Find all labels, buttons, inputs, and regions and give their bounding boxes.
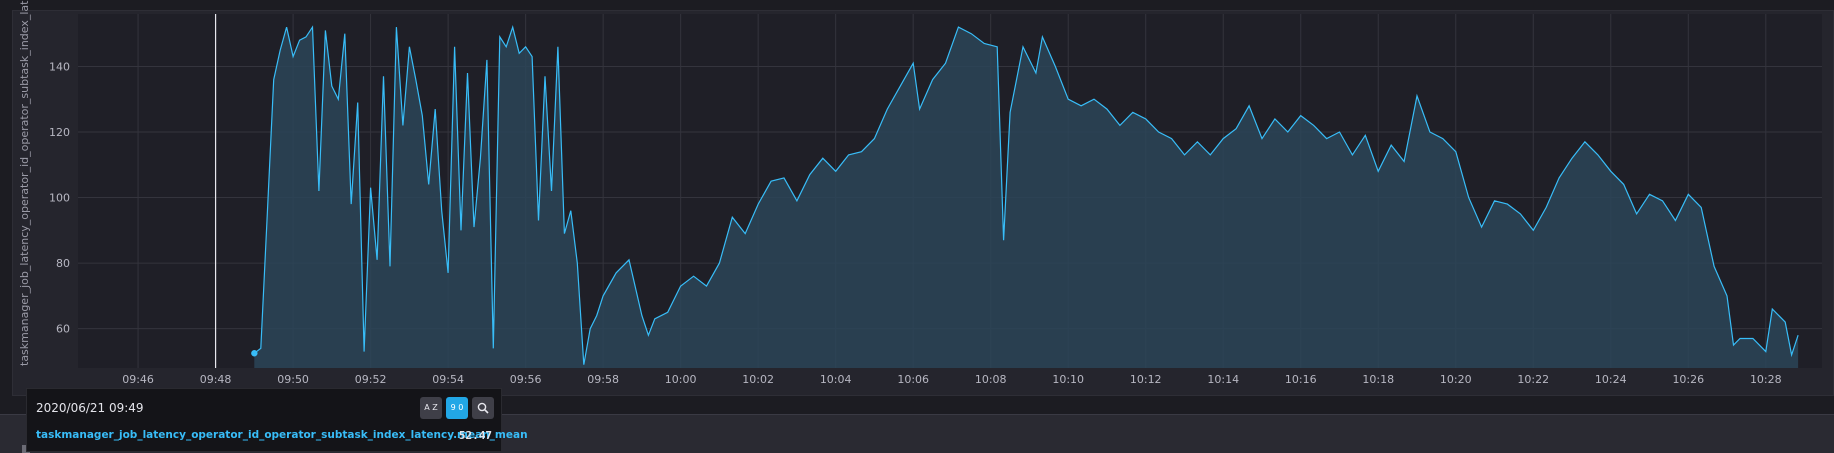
hover-point: [251, 350, 258, 357]
y-tick-label: 60: [56, 323, 70, 336]
x-tick-label: 09:56: [510, 373, 542, 386]
tooltip-series-value: 52.47: [458, 429, 492, 442]
x-tick-label: 10:16: [1285, 373, 1317, 386]
x-tick-label: 10:22: [1517, 373, 1549, 386]
x-tick-label: 10:08: [975, 373, 1007, 386]
x-tick-label: 10:10: [1052, 373, 1084, 386]
tooltip-time: 2020/06/21 09:49: [36, 401, 144, 415]
x-tick-label: 09:46: [122, 373, 154, 386]
x-tick-label: 10:02: [742, 373, 774, 386]
search-icon: [477, 402, 489, 414]
y-tick-label: 140: [49, 60, 70, 73]
x-tick-label: 10:04: [820, 373, 852, 386]
tooltip-series-name: taskmanager_job_latency_operator_id_oper…: [36, 429, 528, 441]
x-tick-label: 09:52: [355, 373, 387, 386]
x-tick-label: 10:00: [665, 373, 697, 386]
series-area-fill: [254, 27, 1799, 368]
sort-numeric-icon: 9 0: [450, 403, 464, 412]
y-tick-label: 100: [49, 192, 70, 205]
latency-chart[interactable]: 09:46 09:48 09:50 09:52 09:54 09:56 09:58 10:00…: [0, 0, 1834, 400]
x-tick-label: 10:18: [1362, 373, 1394, 386]
x-tick-label: 09:58: [587, 373, 619, 386]
x-tick-label: 10:24: [1595, 373, 1627, 386]
tooltip-search-button[interactable]: [472, 397, 494, 419]
chart-tooltip: 2020/06/21 09:49 A Z 9 0 taskmanager_job…: [26, 388, 528, 452]
x-tick-label: 10:28: [1750, 373, 1782, 386]
x-tick-label: 10:20: [1440, 373, 1472, 386]
sort-alphabetical-button[interactable]: A Z: [420, 397, 442, 419]
x-tick-label: 09:50: [277, 373, 309, 386]
x-tick-label: 10:06: [897, 373, 929, 386]
y-tick-label: 120: [49, 126, 70, 139]
sort-numeric-button[interactable]: 9 0: [446, 397, 468, 419]
x-tick-label: 10:26: [1672, 373, 1704, 386]
x-tick-label: 10:12: [1130, 373, 1162, 386]
x-tick-label: 09:48: [200, 373, 232, 386]
series-line[interactable]: [253, 24, 1799, 365]
y-tick-label: 80: [56, 257, 70, 270]
x-tick-label: 10:14: [1207, 373, 1239, 386]
x-tick-label: 09:54: [432, 373, 464, 386]
sort-az-icon: A Z: [424, 403, 438, 412]
y-axis-label: taskmanager_job_latency_operator_id_oper…: [18, 0, 31, 366]
